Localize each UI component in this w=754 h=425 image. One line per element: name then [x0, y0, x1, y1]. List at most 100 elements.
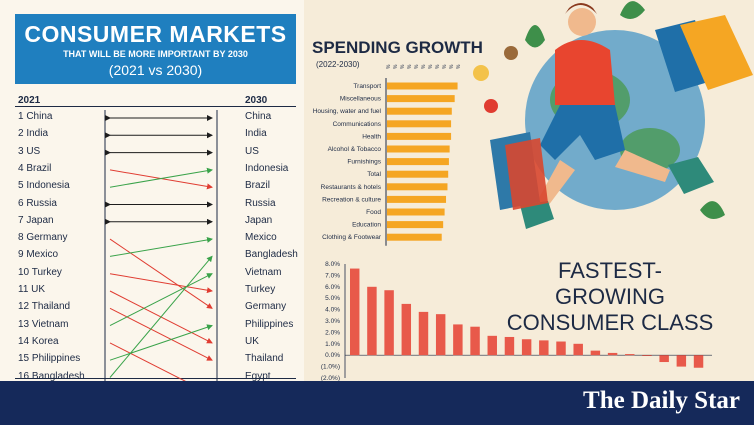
- class-bar: [521, 339, 532, 356]
- brand-logo: The Daily Star: [583, 387, 740, 414]
- page-subtitle: THAT WILL BE MORE IMPORTANT BY 2030: [63, 49, 248, 59]
- rank-2030-item: Bangladesh: [245, 249, 298, 261]
- spending-tick-label: %: [386, 64, 392, 69]
- rank-2021-item: 8 Germany: [18, 232, 68, 244]
- class-ytick-label: 0.0%: [325, 352, 340, 359]
- class-ytick-label: 2.0%: [325, 329, 340, 336]
- spending-category-label: Food: [366, 209, 381, 216]
- col-2030-label: 2030: [245, 95, 268, 106]
- spending-tick-label: %: [421, 64, 427, 69]
- spending-tick-label: %: [428, 64, 434, 69]
- markets-title-box: CONSUMER MARKETS THAT WILL BE MORE IMPOR…: [15, 14, 296, 84]
- rank-2030-item: US: [245, 145, 259, 157]
- rank-2021-item: 5 Indonesia: [18, 180, 70, 192]
- spending-tick-label: %: [442, 64, 448, 69]
- rank-2030-item: China: [245, 111, 272, 122]
- rank-2021-item: 9 Mexico: [18, 249, 59, 261]
- class-ytick-label: (1.0%): [321, 364, 340, 371]
- spending-category-label: Clothing & Footwear: [322, 234, 382, 241]
- spending-tick-label: %: [407, 64, 413, 69]
- spending-bar: [387, 107, 452, 115]
- ranking-arrows: [104, 110, 218, 381]
- spending-category-label: Communications: [333, 121, 382, 128]
- rank-arrow-down: [109, 342, 186, 381]
- spending-category-label: Miscellaneous: [340, 96, 382, 103]
- class-bar: [367, 286, 377, 356]
- rank-2021-item: 14 Korea: [18, 335, 59, 347]
- class-ytick-label: 4.0%: [325, 307, 340, 314]
- spending-category-label: Restaurants & hotels: [321, 184, 382, 191]
- rank-arrow-up: [109, 255, 213, 378]
- spending-bar: [387, 82, 458, 90]
- rank-2021-item: 11 UK: [18, 284, 46, 295]
- spending-bar: [387, 233, 442, 241]
- spending-bar: [387, 170, 449, 178]
- rank-2030-item: Philippines: [245, 318, 294, 330]
- rank-2030-item: Turkey: [245, 284, 276, 295]
- spending-tick-label: %: [449, 64, 455, 69]
- header-rule: [15, 106, 296, 107]
- spending-growth-title: SPENDING GROWTH: [312, 38, 483, 57]
- rank-arrow-down: [109, 238, 213, 309]
- rank-2030-item: Thailand: [245, 353, 284, 365]
- class-ytick-label: 6.0%: [325, 284, 340, 291]
- spending-bar: [387, 183, 448, 191]
- spending-tick-label: %: [400, 64, 406, 69]
- spending-bar: [387, 221, 444, 229]
- spending-tick-label: %: [393, 64, 399, 69]
- class-bar: [676, 355, 687, 367]
- spending-tick-label: %: [414, 64, 420, 69]
- rank-2030-item: Vietnam: [245, 266, 282, 278]
- spending-category-label: Recreation & culture: [322, 196, 381, 203]
- page-years: (2021 vs 2030): [108, 62, 203, 78]
- spending-tick-label: %: [456, 64, 462, 69]
- class-bar: [487, 335, 497, 356]
- class-bar: [539, 340, 549, 356]
- spending-category-label: Health: [362, 133, 381, 140]
- spending-bar: [387, 158, 449, 166]
- class-bar: [625, 354, 635, 356]
- rank-arrow-up: [109, 167, 213, 188]
- rank-2021-item: 6 Russia: [18, 197, 57, 209]
- spending-category-label: Transport: [353, 83, 381, 90]
- rank-2030-item: Brazil: [245, 180, 271, 192]
- class-bar: [384, 290, 394, 356]
- rank-2021-item: 3 US: [18, 145, 41, 157]
- class-bar: [607, 352, 618, 356]
- rank-2021-item: 7 Japan: [18, 214, 54, 226]
- rank-2021-item: 10 Turkey: [18, 266, 62, 278]
- class-bar: [504, 336, 515, 356]
- rank-2021-item: 12 Thailand: [18, 301, 71, 313]
- spending-category-label: Education: [352, 222, 381, 229]
- rank-2021-item: 1 China: [18, 111, 53, 122]
- spending-bar: [387, 145, 450, 153]
- rank-2030-item: Mexico: [245, 232, 277, 244]
- rank-2021-item: 2 India: [18, 128, 49, 140]
- spending-category-label: Housing, water and fuel: [313, 108, 382, 115]
- class-ytick-label: (2.0%): [321, 375, 340, 381]
- col-2021-label: 2021: [18, 95, 41, 106]
- class-bar: [401, 303, 412, 356]
- rank-arrow-up: [109, 236, 213, 257]
- rank-arrow-up: [109, 273, 213, 327]
- class-bar: [470, 326, 480, 356]
- class-bar: [435, 314, 446, 356]
- rank-2021-item: 15 Philippines: [18, 353, 81, 365]
- spending-bar: [387, 132, 452, 140]
- class-ytick-label: 7.0%: [325, 272, 340, 279]
- spending-tick-label: %: [435, 64, 441, 69]
- rank-2030-item: Russia: [245, 197, 276, 209]
- rank-2030-item: India: [245, 128, 267, 140]
- rank-2021-item: 16 Bangladesh: [18, 370, 85, 382]
- rank-2030-item: Germany: [245, 301, 287, 313]
- rank-2030-item: Egypt: [245, 370, 271, 382]
- class-bar: [418, 311, 429, 356]
- rank-2030-item: UK: [245, 335, 259, 347]
- spending-category-label: Furnishings: [347, 159, 381, 166]
- class-bar: [573, 343, 583, 356]
- rank-2021-item: 4 Brazil: [18, 162, 52, 174]
- class-ytick-label: 1.0%: [325, 341, 340, 348]
- class-bar: [659, 355, 669, 363]
- rank-2021-item: 13 Vietnam: [18, 318, 69, 330]
- class-bar: [642, 355, 652, 356]
